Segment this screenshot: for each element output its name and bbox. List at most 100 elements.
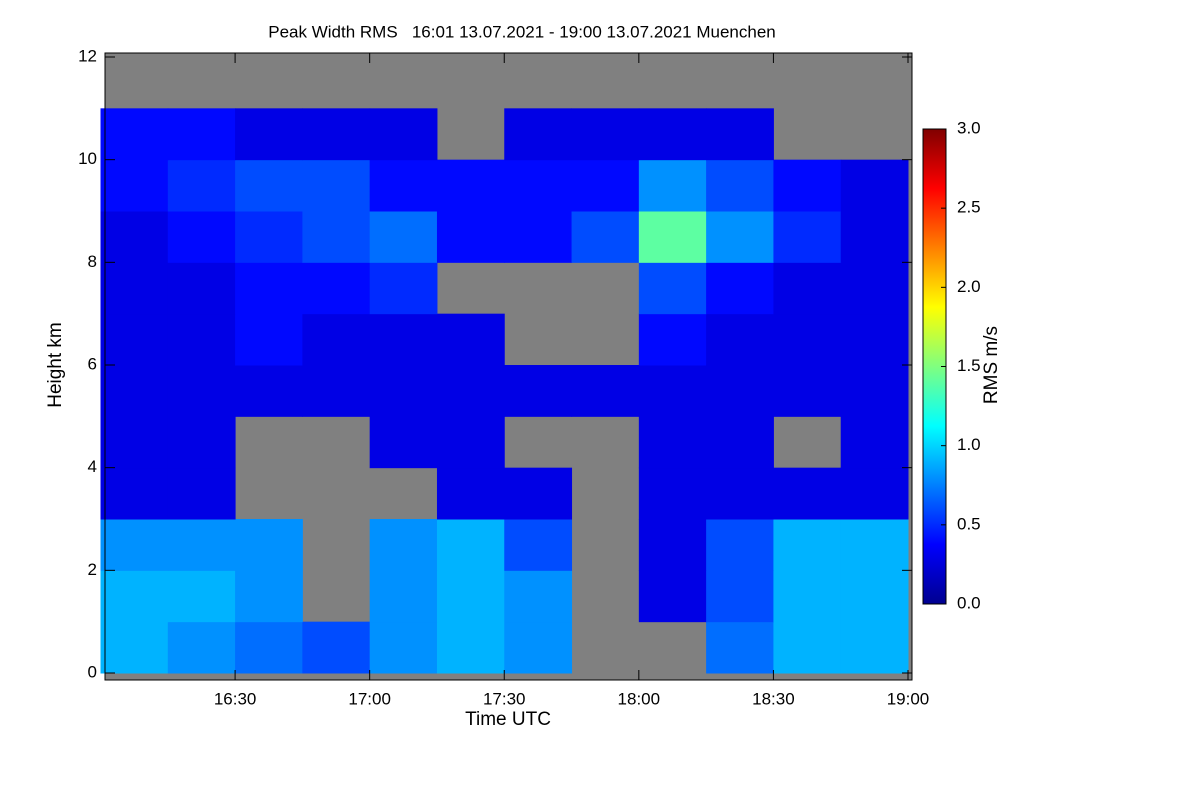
x-tick-label: 17:30 bbox=[483, 689, 526, 708]
heatmap-cell bbox=[504, 108, 573, 161]
heatmap-cell bbox=[840, 211, 909, 263]
heatmap-cell bbox=[840, 467, 909, 520]
plot-frame bbox=[104, 52, 913, 681]
heatmap-cell bbox=[167, 211, 236, 263]
heatmap-cell bbox=[167, 313, 236, 366]
y-tick-label: 4 bbox=[88, 457, 97, 476]
heatmap-cell bbox=[504, 621, 573, 674]
heatmap-cell bbox=[840, 570, 909, 623]
heatmap-cell bbox=[571, 159, 640, 212]
heatmap-cell bbox=[369, 313, 438, 366]
heatmap-cell bbox=[235, 365, 303, 417]
x-axis-label: Time UTC bbox=[465, 709, 551, 730]
heatmap-cell bbox=[100, 365, 169, 417]
heatmap-cell bbox=[167, 467, 236, 520]
heatmap-cell bbox=[302, 313, 371, 366]
heatmap-cell bbox=[638, 159, 707, 212]
heatmap-cell bbox=[100, 159, 169, 212]
heatmap-cell bbox=[504, 519, 573, 571]
heatmap-cell bbox=[706, 262, 774, 315]
heatmap-cell bbox=[638, 519, 707, 571]
heatmap-cell bbox=[773, 313, 842, 366]
y-tick-label: 10 bbox=[78, 149, 97, 168]
heatmap-cell bbox=[571, 108, 640, 161]
heatmap-cell bbox=[706, 313, 774, 366]
colorbar-tick-label: 0.5 bbox=[957, 514, 981, 533]
heatmap-cell bbox=[638, 570, 707, 623]
heatmap-cell bbox=[638, 313, 707, 366]
heatmap-cell bbox=[706, 108, 774, 161]
heatmap-cell bbox=[369, 211, 438, 263]
heatmap-cell bbox=[235, 621, 303, 674]
heatmap-cell bbox=[436, 570, 505, 623]
heatmap-cell bbox=[369, 159, 438, 212]
colorbar-tick-label: 2.0 bbox=[957, 277, 981, 296]
heatmap-cell bbox=[706, 365, 774, 417]
heatmap-cell bbox=[167, 262, 236, 315]
heatmap-cell bbox=[369, 262, 438, 315]
heatmap-cell bbox=[773, 570, 842, 623]
heatmap-cell bbox=[504, 211, 573, 263]
colorbar-tick-label: 1.5 bbox=[957, 356, 981, 375]
heatmap-cell bbox=[840, 416, 909, 469]
heatmap-cell bbox=[302, 365, 371, 417]
heatmap-cell bbox=[436, 159, 505, 212]
heatmap-cell bbox=[840, 621, 909, 674]
heatmap-cell bbox=[100, 519, 169, 571]
y-axis-label: Height km bbox=[45, 322, 66, 408]
heatmap-cell bbox=[773, 211, 842, 263]
heatmap-cell bbox=[638, 262, 707, 315]
heatmap-cell bbox=[100, 108, 169, 161]
heatmap-cell bbox=[235, 108, 303, 161]
heatmap-cell bbox=[840, 262, 909, 315]
heatmap-cell bbox=[638, 211, 707, 263]
colorbar-tick-label: 3.0 bbox=[957, 118, 981, 137]
heatmap-cell bbox=[706, 621, 774, 674]
y-tick-label: 2 bbox=[88, 560, 97, 579]
heatmap-cell bbox=[773, 519, 842, 571]
x-tick-label: 19:00 bbox=[887, 689, 930, 708]
heatmap-cell bbox=[638, 365, 707, 417]
heatmap-cell bbox=[638, 108, 707, 161]
heatmap-cell bbox=[504, 365, 573, 417]
heatmap-cell bbox=[706, 211, 774, 263]
colorbar-label: RMS m/s bbox=[981, 326, 1002, 404]
heatmap-cell bbox=[235, 570, 303, 623]
heatmap-cell bbox=[235, 262, 303, 315]
x-tick-label: 18:30 bbox=[752, 689, 795, 708]
heatmap-cell bbox=[706, 467, 774, 520]
heatmap-cell bbox=[436, 416, 505, 469]
heatmap-cell bbox=[369, 621, 438, 674]
heatmap-cell bbox=[235, 313, 303, 366]
heatmap-cell bbox=[436, 365, 505, 417]
heatmap-cell bbox=[167, 570, 236, 623]
heatmap-cell bbox=[840, 313, 909, 366]
heatmap-cell bbox=[100, 467, 169, 520]
heatmap-cell bbox=[436, 467, 505, 520]
heatmap-cell bbox=[100, 416, 169, 469]
heatmap-cell bbox=[100, 621, 169, 674]
heatmap-cell bbox=[706, 159, 774, 212]
heatmap-cell bbox=[369, 519, 438, 571]
heatmap-cell bbox=[100, 570, 169, 623]
heatmap-cell bbox=[773, 262, 842, 315]
heatmap-cell bbox=[504, 570, 573, 623]
x-tick-label: 17:00 bbox=[348, 689, 391, 708]
heatmap-cell bbox=[436, 211, 505, 263]
y-tick-label: 0 bbox=[88, 662, 97, 681]
heatmap-cell bbox=[100, 313, 169, 366]
heatmap-cell bbox=[235, 519, 303, 571]
heatmap-cell bbox=[571, 211, 640, 263]
heatmap-cell bbox=[773, 365, 842, 417]
heatmap-cell bbox=[773, 159, 842, 212]
heatmap-cell bbox=[773, 467, 842, 520]
heatmap-cell bbox=[167, 621, 236, 674]
heatmap-cell bbox=[235, 159, 303, 212]
y-tick-label: 8 bbox=[88, 252, 97, 271]
heatmap-cell bbox=[167, 108, 236, 161]
heatmap-cell bbox=[302, 159, 371, 212]
heatmap-cell bbox=[706, 416, 774, 469]
x-tick-label: 18:00 bbox=[618, 689, 661, 708]
chart-title: Peak Width RMS 16:01 13.07.2021 - 19:00 … bbox=[268, 22, 776, 41]
